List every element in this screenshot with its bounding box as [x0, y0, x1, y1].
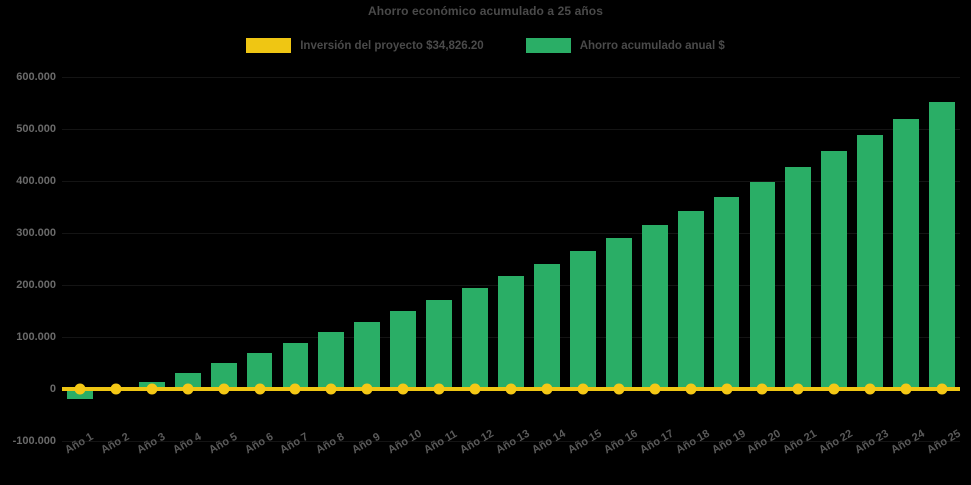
bar[interactable]	[929, 102, 955, 389]
investment-marker[interactable]	[721, 383, 733, 395]
investment-marker[interactable]	[182, 383, 194, 395]
plot-area	[62, 61, 960, 442]
y-axis-tick-label: -100.000	[12, 434, 56, 447]
investment-marker[interactable]	[756, 383, 768, 395]
bar[interactable]	[569, 251, 596, 389]
y-axis-tick-label: 500.000	[16, 122, 56, 135]
investment-marker[interactable]	[110, 383, 122, 395]
y-axis-tick-label: 0	[49, 382, 56, 395]
investment-marker[interactable]	[792, 383, 804, 395]
investment-marker[interactable]	[397, 383, 409, 395]
legend-item-ahorro[interactable]: Ahorro acumulado anual $	[525, 38, 725, 53]
investment-marker[interactable]	[146, 383, 158, 395]
bar[interactable]	[641, 224, 668, 389]
legend-item-inversion[interactable]: Inversión del proyecto $34,826.20	[246, 38, 484, 53]
bar[interactable]	[713, 196, 740, 389]
bar[interactable]	[533, 263, 560, 389]
bar[interactable]	[426, 299, 453, 389]
gridline	[62, 128, 960, 130]
investment-marker[interactable]	[74, 383, 86, 395]
legend-swatch-ahorro	[525, 38, 571, 53]
bar[interactable]	[390, 311, 417, 389]
bar[interactable]	[282, 342, 309, 389]
bar[interactable]	[462, 288, 488, 389]
chart-title: Ahorro económico acumulado a 25 años	[368, 4, 603, 18]
bar[interactable]	[677, 211, 704, 389]
bar[interactable]	[605, 238, 632, 389]
investment-marker[interactable]	[541, 383, 553, 395]
investment-marker[interactable]	[864, 383, 876, 395]
y-axis-tick-label: 400.000	[16, 174, 56, 187]
y-axis-tick-label: 200.000	[16, 278, 56, 291]
bar[interactable]	[893, 119, 920, 389]
legend-label-ahorro: Ahorro acumulado anual $	[579, 39, 725, 52]
investment-marker[interactable]	[613, 383, 625, 395]
investment-marker[interactable]	[325, 383, 337, 395]
gridline	[62, 76, 960, 78]
investment-marker[interactable]	[505, 383, 517, 395]
bar[interactable]	[749, 182, 776, 389]
gridline	[62, 232, 960, 234]
investment-marker[interactable]	[936, 383, 948, 395]
investment-marker[interactable]	[289, 383, 301, 395]
y-axis-tick-label: 600.000	[16, 70, 56, 83]
investment-marker[interactable]	[577, 383, 589, 395]
investment-marker[interactable]	[361, 383, 373, 395]
chart-legend: Inversión del proyecto $34,826.20 Ahorro…	[0, 38, 971, 53]
investment-marker[interactable]	[900, 383, 912, 395]
bar[interactable]	[246, 353, 273, 389]
x-axis-labels: Año 1 Año 2 Año 3 Año 4 Año 5 Año 6 Año 7 Año 8…	[62, 428, 963, 485]
bar[interactable]	[785, 166, 812, 389]
investment-marker[interactable]	[469, 383, 481, 395]
legend-label-inversion: Inversión del proyecto $34,826.20	[300, 39, 484, 52]
investment-marker[interactable]	[433, 383, 445, 395]
investment-marker[interactable]	[254, 383, 266, 395]
bar[interactable]	[354, 322, 381, 389]
bar[interactable]	[857, 135, 884, 389]
bar[interactable]	[174, 373, 201, 389]
investment-marker[interactable]	[218, 383, 230, 395]
bar[interactable]	[821, 150, 848, 389]
gridline	[62, 180, 960, 182]
gridline	[62, 440, 960, 442]
investment-marker[interactable]	[685, 383, 697, 395]
investment-marker[interactable]	[649, 383, 661, 395]
investment-marker[interactable]	[828, 383, 840, 395]
y-axis-tick-label: 300.000	[16, 226, 56, 239]
bar[interactable]	[498, 275, 524, 389]
legend-swatch-inversion	[246, 38, 292, 53]
bar[interactable]	[318, 332, 345, 389]
y-axis-tick-label: 100.000	[16, 330, 56, 343]
